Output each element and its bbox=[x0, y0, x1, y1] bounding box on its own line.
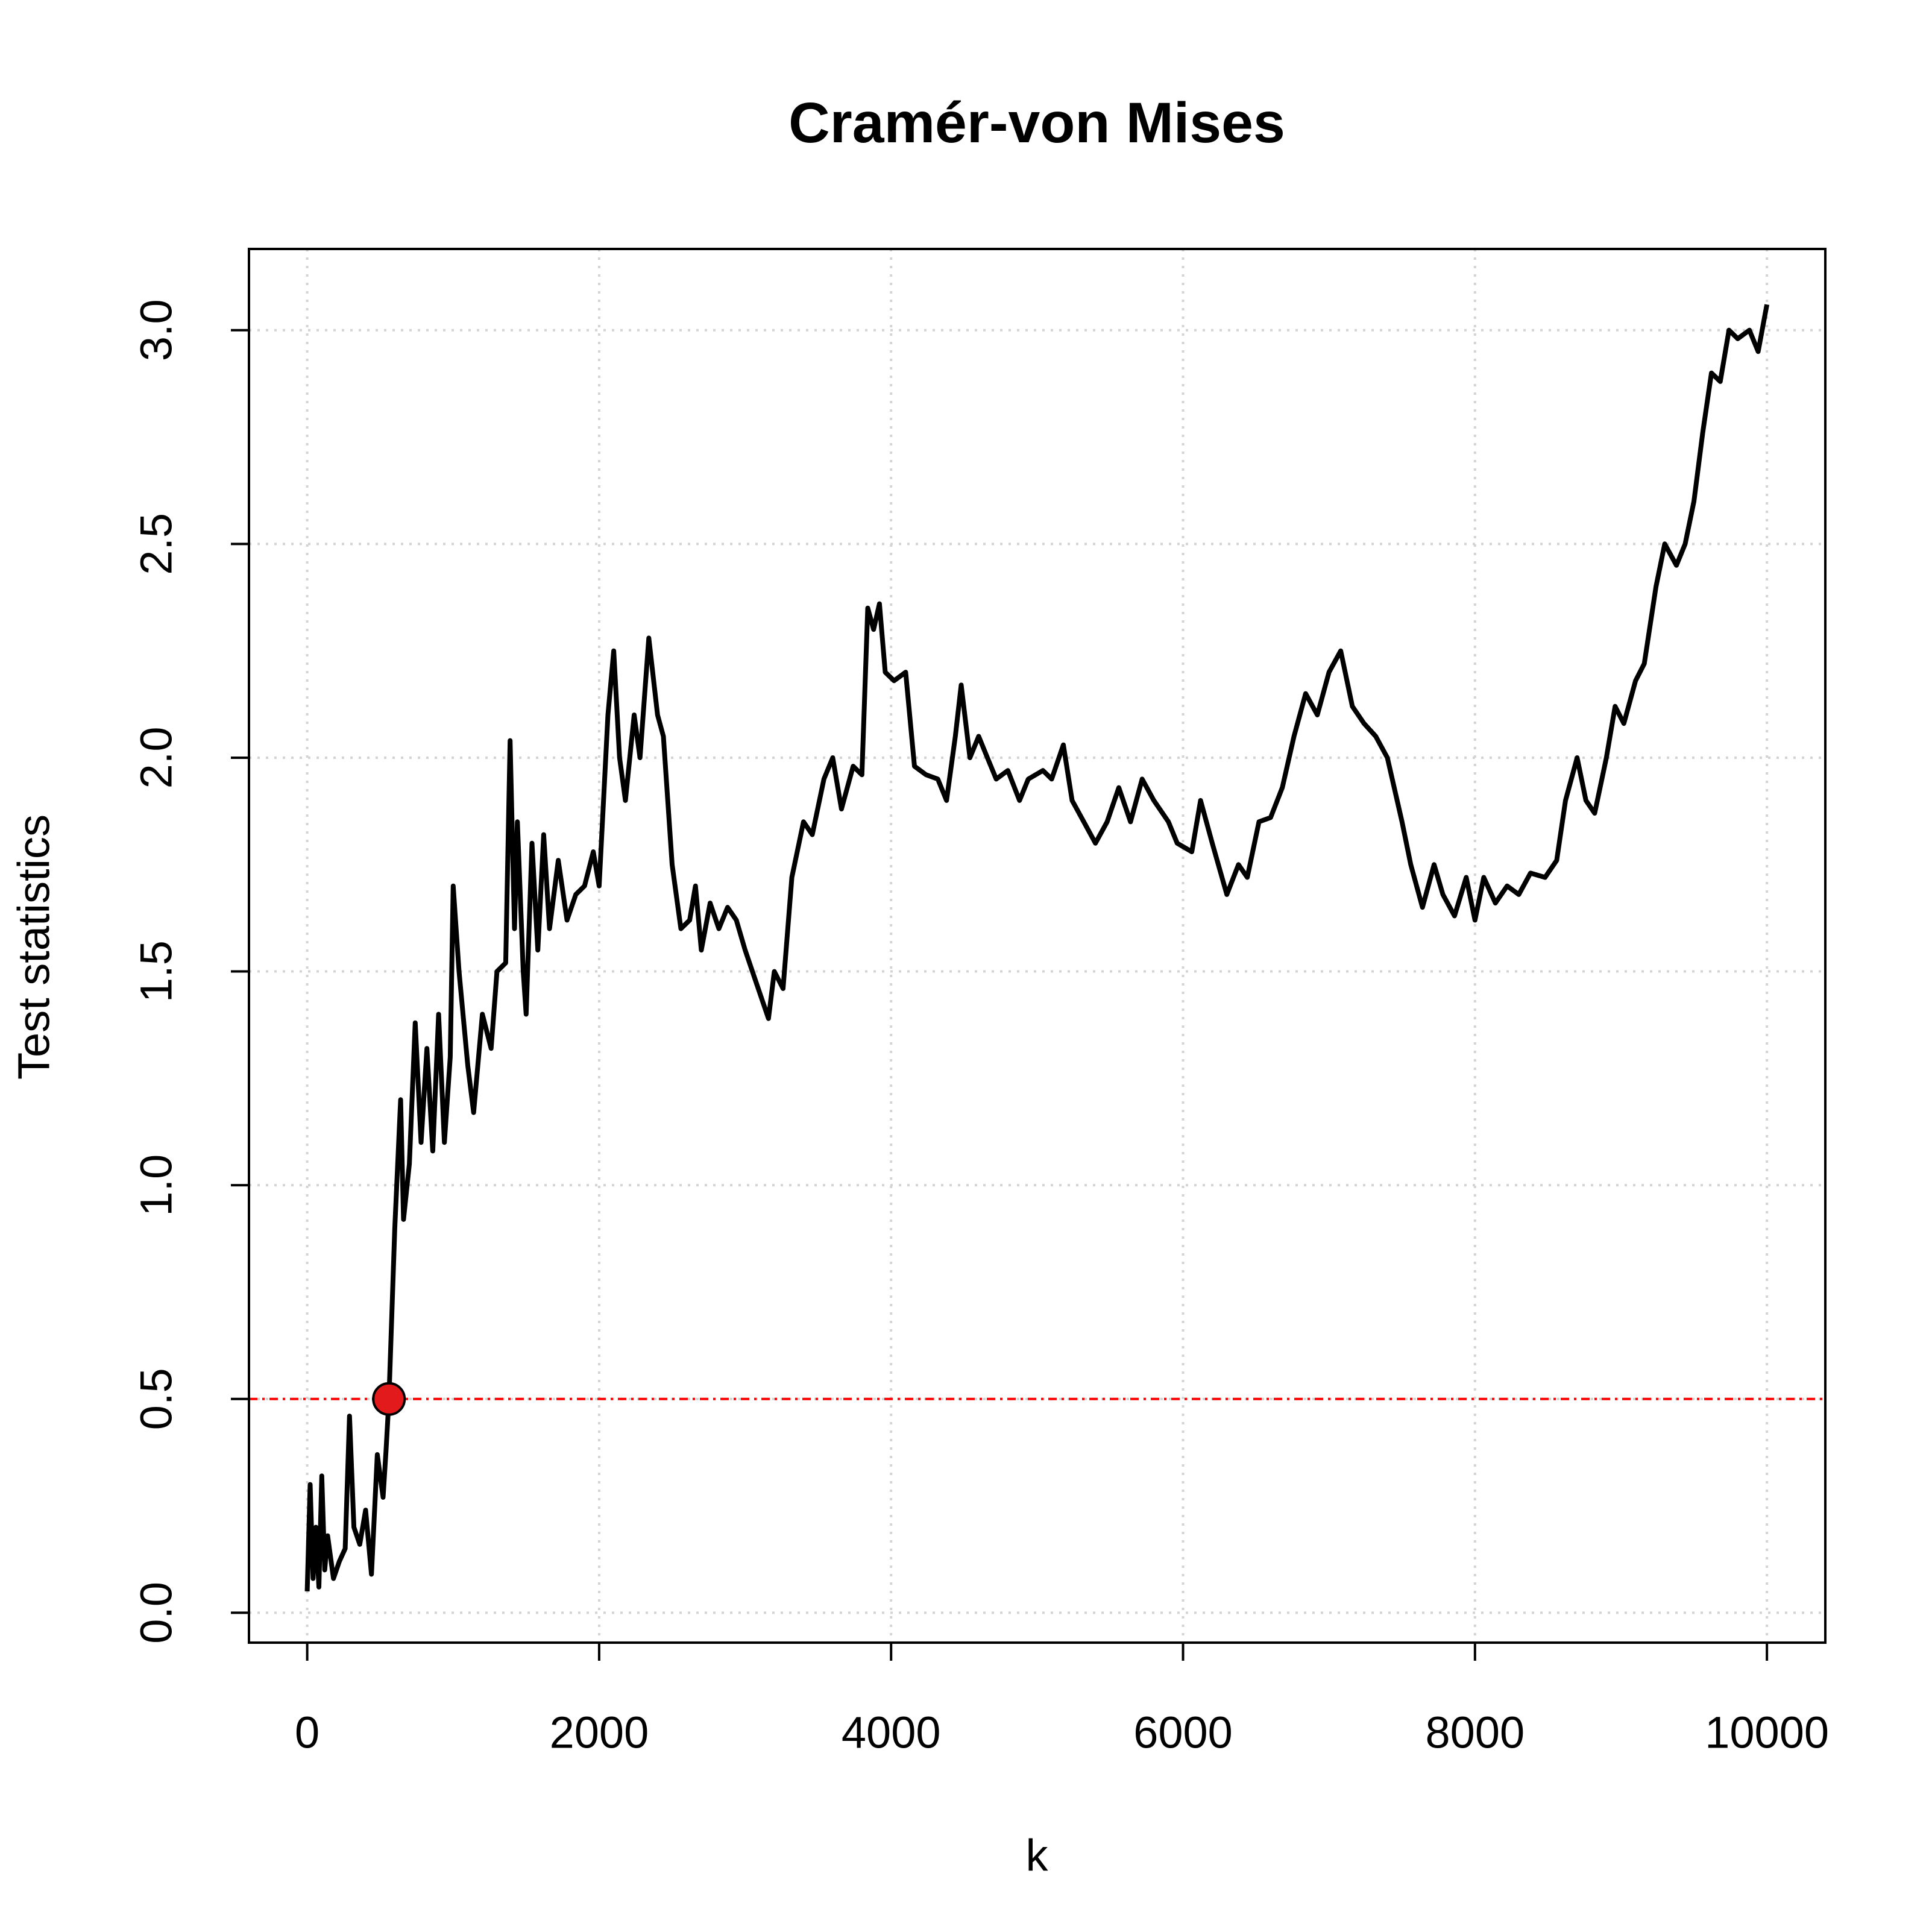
x-tick-label: 0 bbox=[295, 1708, 319, 1758]
crossing-point bbox=[372, 1382, 406, 1416]
plot-frame bbox=[248, 248, 1827, 1644]
x-tick-label: 2000 bbox=[550, 1708, 649, 1758]
x-axis-label: k bbox=[1026, 1831, 1049, 1881]
x-tick-label: 4000 bbox=[842, 1708, 941, 1758]
y-tick-label: 3.0 bbox=[131, 299, 181, 361]
chart-title: Cramér-von Mises bbox=[788, 91, 1285, 155]
y-axis-label: Test statistics bbox=[9, 814, 59, 1080]
y-tick-label: 0.5 bbox=[131, 1368, 181, 1430]
y-tick-label: 2.5 bbox=[131, 513, 181, 575]
y-tick-label: 0.0 bbox=[131, 1582, 181, 1644]
y-tick-label: 2.0 bbox=[131, 727, 181, 789]
y-tick-label: 1.5 bbox=[131, 940, 181, 1002]
data-line bbox=[304, 304, 1770, 1592]
y-tick-label: 1.0 bbox=[131, 1154, 181, 1216]
x-tick-label: 8000 bbox=[1426, 1708, 1525, 1758]
x-tick-label: 10000 bbox=[1705, 1708, 1829, 1758]
x-tick-label: 6000 bbox=[1133, 1708, 1233, 1758]
